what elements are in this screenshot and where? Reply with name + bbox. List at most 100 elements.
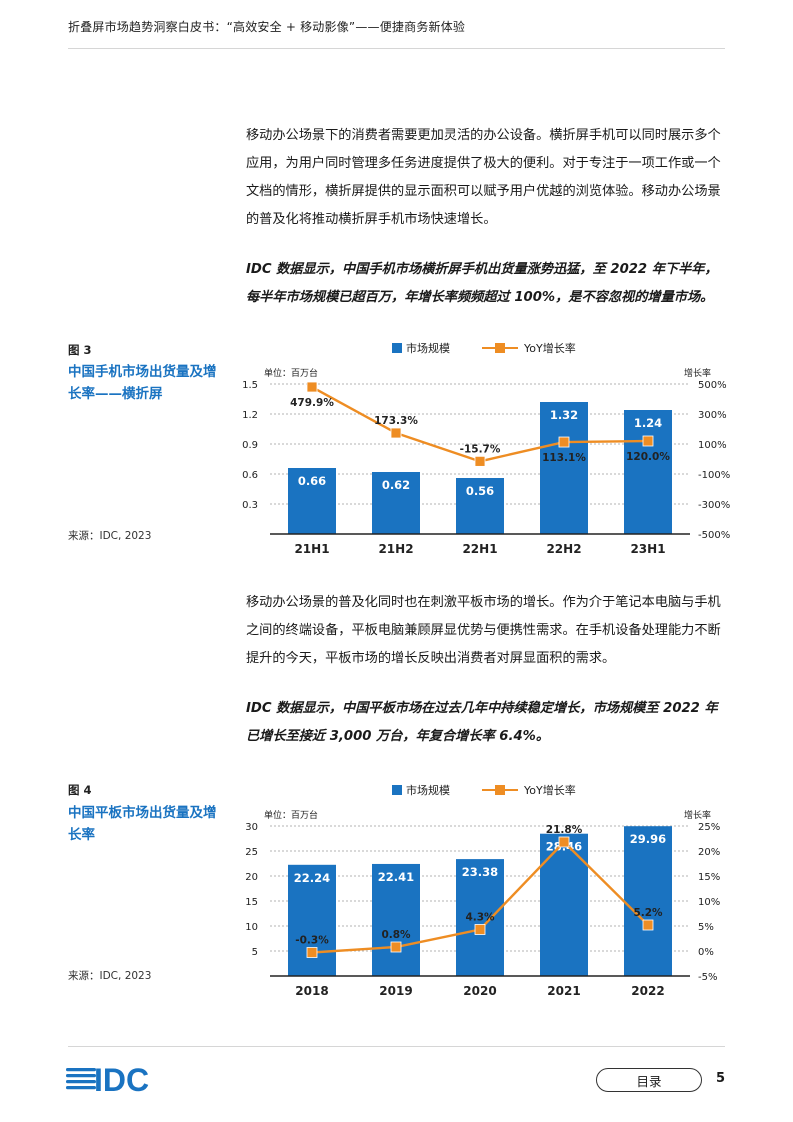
growth-marker (474, 924, 486, 935)
legend-bar-swatch (392, 343, 402, 353)
y2-tick-label: -300% (698, 500, 730, 511)
y-axis-unit-label: 单位：百万台 (264, 367, 318, 379)
growth-value-label: 120.0% (626, 451, 670, 463)
y2-tick-label: 0% (698, 947, 714, 958)
x-tick-label: 2019 (379, 984, 412, 998)
growth-marker (390, 427, 402, 439)
legend-line-label: YoY增长率 (523, 341, 576, 355)
x-tick-label: 2021 (547, 984, 580, 998)
y2-tick-label: -5% (698, 972, 717, 983)
running-header: 折叠屏市场趋势洞察白皮书：“高效安全 + 移动影像”——便捷商务新体验 (68, 20, 466, 34)
y-tick-label: 10 (245, 922, 258, 933)
bar (372, 472, 420, 534)
bar (624, 410, 672, 534)
growth-value-label: 479.9% (290, 397, 334, 409)
growth-marker (558, 836, 570, 848)
y-tick-label: 0.3 (242, 500, 258, 511)
y-tick-label: 20 (245, 872, 258, 883)
growth-value-label: 173.3% (374, 415, 418, 427)
growth-value-label: 113.1% (542, 452, 586, 464)
growth-marker (642, 435, 654, 447)
bar (372, 863, 420, 976)
y2-tick-label: -500% (698, 530, 730, 541)
figure-3-chart: 市场规模 YoY增长率单位：百万台 增长率 0.3 0.6 0.9 1.2 1.5 -500% -… (230, 334, 730, 564)
bar (540, 402, 588, 534)
legend-bar-swatch (392, 785, 402, 795)
bar (456, 478, 504, 534)
y-tick-label: 25 (245, 847, 258, 858)
y2-tick-label: -100% (698, 470, 730, 481)
bar-value-label: 22.24 (294, 871, 330, 885)
y2-axis-unit-label: 增长率 (684, 367, 711, 379)
page-number: 5 (716, 1071, 726, 1086)
x-tick-label: 2020 (463, 984, 496, 998)
y2-tick-label: 10% (698, 897, 720, 908)
growth-value-label: 21.8% (546, 824, 583, 836)
bar-value-label: 23.38 (462, 865, 498, 879)
legend-bar-label: 市场规模 (406, 341, 450, 355)
paragraph-mobile-office: 移动办公场景下的消费者需要更加灵活的办公设备。横折屏手机可以同时展示多个应用，为… (246, 128, 721, 227)
bar-value-label: 29.96 (630, 832, 666, 846)
x-tick-label: 2018 (295, 984, 328, 998)
x-tick-label: 21H1 (294, 542, 329, 556)
x-tick-label: 23H1 (630, 542, 665, 556)
figure-3-label: 图 3 (68, 343, 92, 357)
growth-marker (642, 919, 654, 931)
figure-3-source: 来源：IDC, 2023 (68, 530, 152, 542)
y-tick-label: 0.6 (242, 470, 258, 481)
paragraph-idc-foldable-highlight: IDC 数据显示，中国手机市场横折屏手机出货量涨势迅猛，至 2022 年下半年，… (246, 262, 718, 305)
header-divider (68, 48, 725, 49)
x-tick-label: 21H2 (378, 542, 413, 556)
y2-tick-label: 300% (698, 410, 727, 421)
paragraph-idc-tablet-highlight: IDC 数据显示，中国平板市场在过去几年中持续稳定增长，市场规模至 2022 年… (246, 701, 718, 744)
bar-value-label: 0.62 (382, 478, 410, 492)
bar-value-label: 22.41 (378, 870, 414, 884)
figure-4-chart: 市场规模 YoY增长率单位：百万台 增长率 5 10 15 20 25 30 -5% 0% 5% 10%… (230, 776, 730, 1006)
y2-tick-label: 100% (698, 440, 727, 451)
growth-marker (306, 381, 318, 393)
bar (288, 468, 336, 534)
legend-line-marker (495, 785, 505, 795)
bar-value-label: 0.56 (466, 484, 494, 498)
x-tick-label: 22H1 (462, 542, 497, 556)
growth-marker (306, 947, 318, 958)
y-axis-unit-label: 单位：百万台 (264, 809, 318, 821)
growth-marker (390, 941, 402, 953)
x-tick-label: 22H2 (546, 542, 581, 556)
bar-value-label: 1.24 (634, 416, 662, 430)
growth-value-label: 0.8% (381, 929, 411, 941)
table-of-contents-button[interactable]: 目录 (596, 1068, 702, 1092)
figure-4-title: 中国平板市场出货量及增长率 (68, 805, 217, 843)
paragraph-tablet-market: 移动办公场景的普及化同时也在刺激平板市场的增长。作为介于笔记本电脑与手机之间的终… (246, 595, 721, 666)
idc-logo-text: IDC (94, 1062, 149, 1096)
growth-value-label: -0.3% (295, 935, 329, 947)
y-tick-label: 5 (252, 947, 258, 958)
legend-bar-label: 市场规模 (406, 783, 450, 797)
x-tick-label: 2022 (631, 984, 664, 998)
growth-value-label: 5.2% (633, 907, 663, 919)
figure-3-title: 中国手机市场出货量及增长率——横折屏 (68, 364, 217, 402)
figure-4-source: 来源：IDC, 2023 (68, 970, 152, 982)
growth-marker (474, 455, 486, 467)
legend-line-label: YoY增长率 (523, 783, 576, 797)
y2-tick-label: 20% (698, 847, 720, 858)
bar (456, 859, 504, 976)
bar-value-label: 0.66 (298, 474, 326, 488)
y-tick-label: 1.2 (242, 410, 258, 421)
y2-tick-label: 5% (698, 922, 714, 933)
legend-line-marker (495, 343, 505, 353)
y2-tick-label: 500% (698, 380, 727, 391)
idc-logo[interactable]: IDC (66, 1060, 168, 1096)
y-tick-label: 30 (245, 822, 258, 833)
y2-tick-label: 15% (698, 872, 720, 883)
growth-value-label: -15.7% (460, 443, 501, 455)
bar (624, 826, 672, 976)
y-tick-label: 15 (245, 897, 258, 908)
bar (540, 833, 588, 976)
y-tick-label: 0.9 (242, 440, 258, 451)
growth-marker (558, 436, 570, 448)
y2-axis-unit-label: 增长率 (684, 809, 711, 821)
y-tick-label: 1.5 (242, 380, 258, 391)
